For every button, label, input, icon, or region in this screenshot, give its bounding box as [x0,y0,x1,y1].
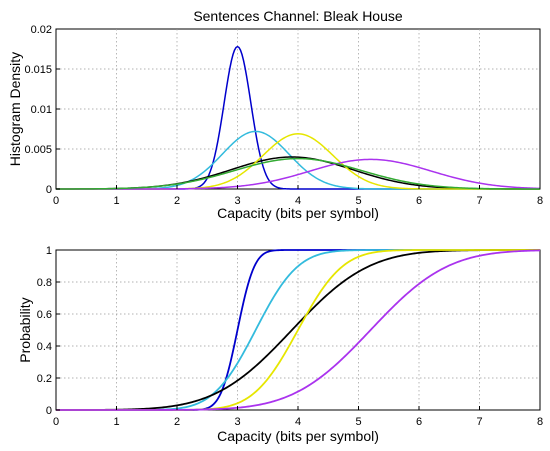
x-tick-label: 5 [355,195,361,207]
probability-chart: 0 1 2 3 4 5 6 7 8 0 0.2 0.4 0.6 0.8 1 Capacity (bits p… [17,245,543,444]
x-tick-label: 4 [295,195,301,207]
x-tick-label: 1 [113,195,119,207]
y-tick-label: 0.4 [37,341,52,353]
y-tick-label: 0.01 [31,104,52,116]
x-tick-label: 1 [113,416,119,428]
x-tick-label: 5 [355,416,361,428]
probability-x-label: Capacity (bits per symbol) [217,428,379,444]
series-line [56,249,541,411]
y-tick-label: 0 [46,184,52,196]
series-line [56,158,541,190]
density-y-label: Histogram Density [7,52,23,166]
x-tick-label: 0 [53,416,59,428]
y-tick-label: 1 [46,245,52,257]
y-tick-label: 0.005 [24,144,52,156]
x-tick-label: 0 [53,195,59,207]
density-ticks: 0 1 2 3 4 5 6 7 8 0 0.005 0.01 0.015 0.02 [24,24,543,207]
x-tick-label: 3 [234,416,240,428]
probability-y-label: Probability [17,297,33,362]
x-tick-label: 4 [295,416,301,428]
x-tick-label: 2 [174,416,180,428]
density-curves [56,45,541,190]
x-tick-label: 8 [537,195,543,207]
density-chart: 0 1 2 3 4 5 6 7 8 0 0.005 0.01 0.015 0.02 Sentences C… [7,8,543,221]
density-grid [56,29,540,189]
x-tick-label: 3 [234,195,240,207]
x-tick-label: 7 [476,195,482,207]
y-tick-label: 0.02 [31,24,52,36]
x-tick-label: 2 [174,195,180,207]
x-tick-label: 6 [416,195,422,207]
x-tick-label: 6 [416,416,422,428]
y-tick-label: 0.015 [24,64,52,76]
x-tick-label: 7 [476,416,482,428]
density-x-label: Capacity (bits per symbol) [217,205,379,221]
y-tick-label: 0.8 [37,277,52,289]
series-line [56,157,540,190]
y-tick-label: 0.2 [37,373,52,385]
y-tick-label: 0 [46,405,52,417]
x-tick-label: 8 [537,416,543,428]
probability-curves [56,249,541,411]
chart-title: Sentences Channel: Bleak House [193,8,403,24]
y-tick-label: 0.6 [37,309,52,321]
probability-ticks: 0 1 2 3 4 5 6 7 8 0 0.2 0.4 0.6 0.8 1 [37,245,543,428]
